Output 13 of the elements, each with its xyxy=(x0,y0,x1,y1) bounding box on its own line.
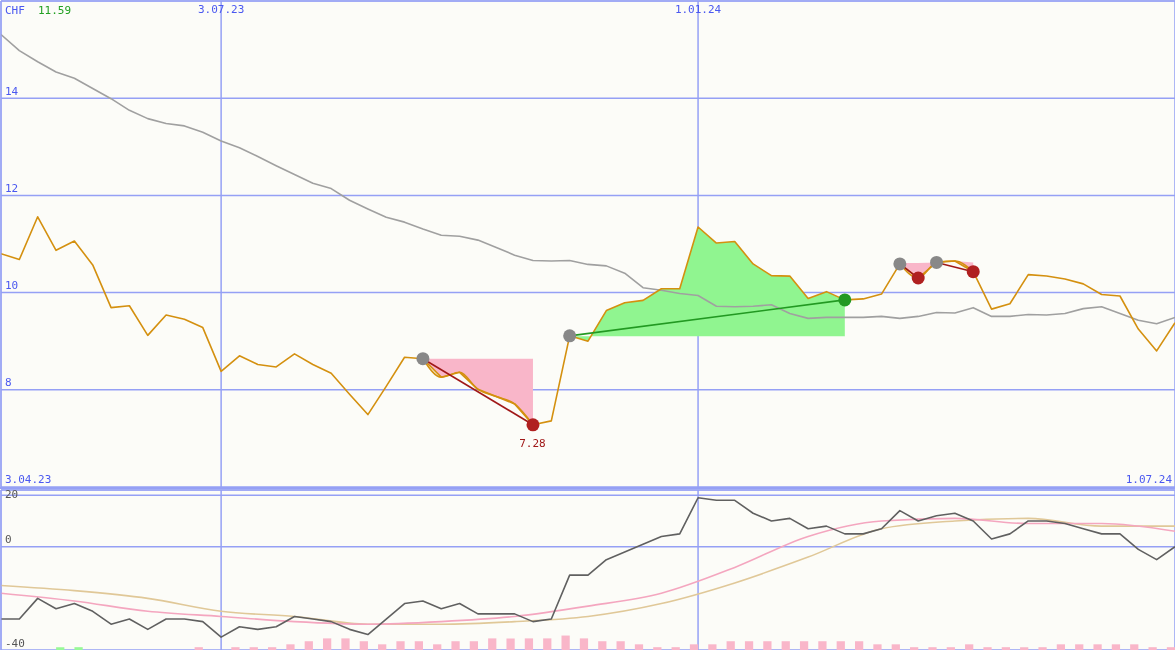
y-tick-label: 12 xyxy=(5,181,19,195)
annotation: 1.07.24 xyxy=(1125,473,1173,486)
annotation: 11.59 xyxy=(38,4,72,17)
y-tick-label: 8 xyxy=(5,376,12,390)
annotation: 7.28 xyxy=(519,436,546,450)
y-tick-label: 10 xyxy=(5,279,19,293)
x-tick-label: 1.01.24 xyxy=(674,3,722,16)
annotation: 3.04.23 xyxy=(5,473,52,486)
y-tick-label: 0 xyxy=(5,533,12,547)
y-axis-title: CHF xyxy=(5,4,25,17)
x-tick-label: 3.07.23 xyxy=(197,3,245,16)
y-tick-label: 14 xyxy=(5,84,19,98)
y-tick-label: -40 xyxy=(5,636,25,650)
